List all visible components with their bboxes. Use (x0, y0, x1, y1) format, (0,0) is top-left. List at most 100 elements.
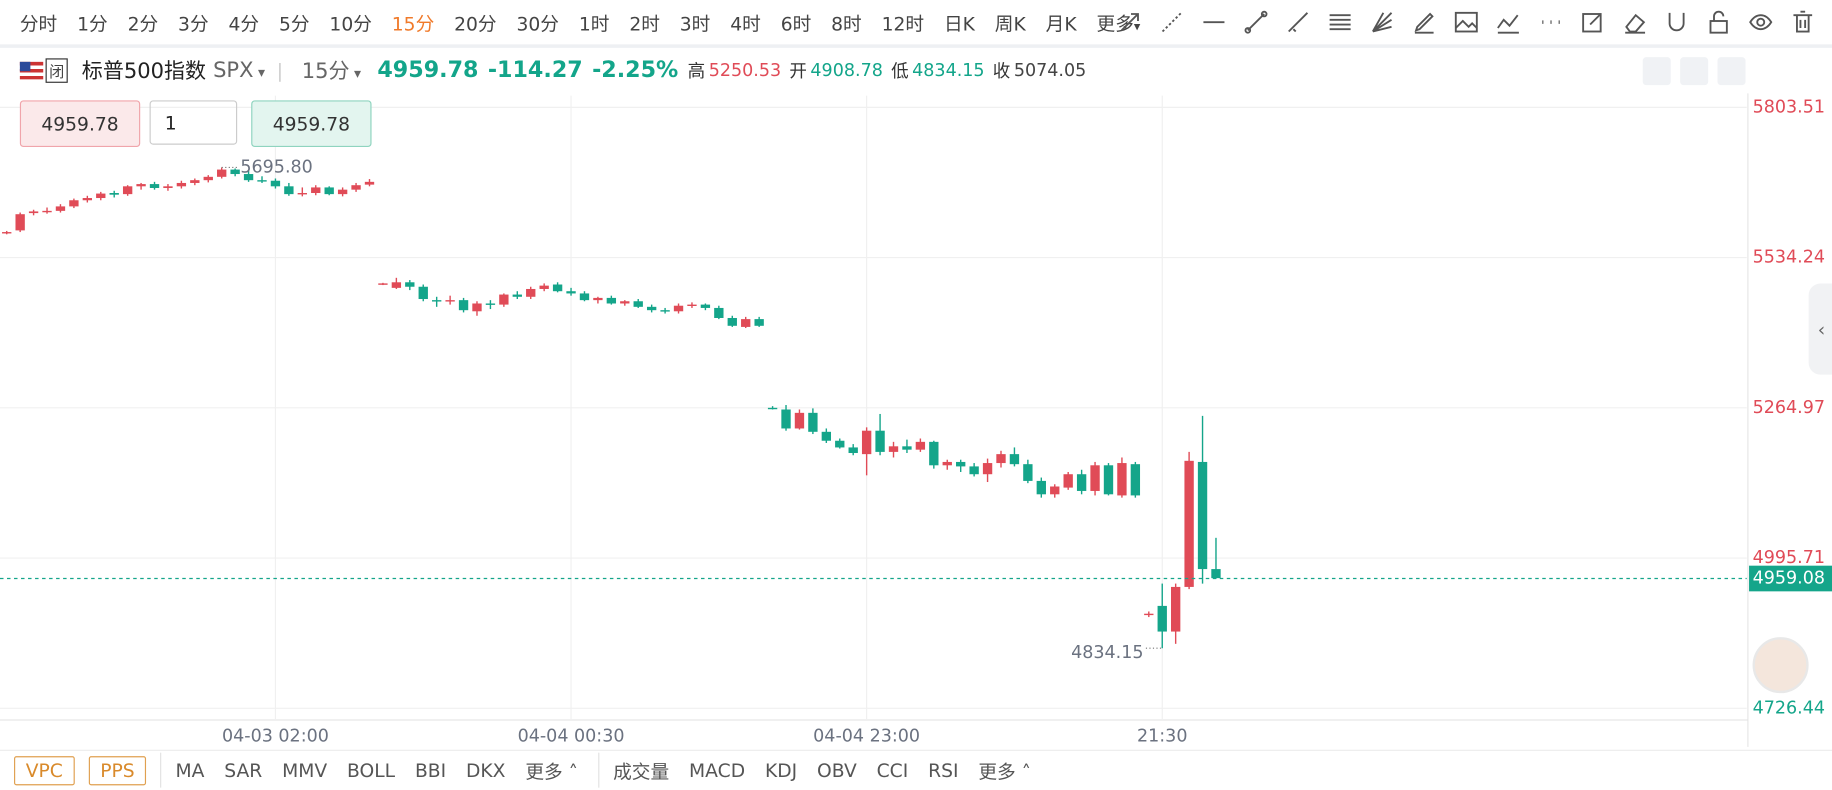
period-option[interactable]: 分时 (19, 12, 58, 36)
candle-body (230, 169, 240, 175)
delete-tool[interactable] (1790, 9, 1816, 35)
sub-indicator[interactable]: RSI (928, 759, 959, 782)
period-option[interactable]: 3分 (178, 12, 209, 36)
overlay-indicator[interactable]: BOLL (347, 759, 396, 782)
symbol-name[interactable]: 标普500指数 (81, 59, 207, 85)
price-change: -114.27 (487, 57, 583, 83)
draw-button[interactable] (1680, 57, 1709, 86)
quantity-input[interactable]: 1 (149, 100, 238, 145)
period-option[interactable]: 4时 (730, 12, 761, 36)
period-option[interactable]: 月K (1045, 12, 1077, 36)
pen-tool[interactable] (1411, 9, 1437, 35)
horizontal-line-tool[interactable] (1201, 9, 1227, 35)
candle-body (794, 412, 805, 429)
candle-body (28, 211, 39, 214)
magnet-tool[interactable] (1664, 9, 1690, 35)
candle-body (593, 297, 603, 301)
assistant-avatar[interactable] (1752, 637, 1809, 694)
sub-indicator[interactable]: 成交量 (613, 760, 670, 783)
candle-body (458, 300, 469, 311)
candle-body (620, 301, 630, 304)
sub-indicator[interactable]: 更多 (978, 756, 1031, 784)
sub-indicator[interactable]: CCI (876, 759, 909, 782)
period-select[interactable]: 15分 (302, 55, 361, 85)
candle-body (257, 180, 267, 182)
sub-indicator[interactable]: MACD (689, 759, 746, 782)
drawing-tools (1117, 9, 1816, 35)
last-price-badge (1749, 565, 1832, 592)
lock-tool[interactable] (1706, 9, 1732, 35)
candle-body (1050, 486, 1060, 495)
trend-tool[interactable] (1285, 9, 1311, 35)
y-tick-label: 5534.24 (1753, 248, 1825, 268)
buy-price[interactable]: 4959.78 (251, 100, 372, 148)
period-option[interactable]: 2时 (629, 12, 660, 36)
period-option[interactable]: 5分 (278, 12, 310, 36)
period-option[interactable]: 6时 (780, 12, 812, 36)
period-option[interactable]: 1时 (578, 12, 610, 36)
more-tools[interactable] (1538, 9, 1564, 35)
period-option[interactable]: 3时 (679, 12, 711, 36)
period-option[interactable]: 2分 (127, 12, 159, 36)
fibonacci-tool[interactable] (1327, 9, 1353, 35)
eraser-tool[interactable] (1622, 9, 1648, 35)
period-option[interactable]: 8时 (831, 12, 862, 36)
period-option[interactable]: 1分 (77, 12, 108, 36)
candle-body (364, 181, 375, 185)
period-option[interactable]: 15分 (391, 12, 435, 36)
period-option[interactable]: 4分 (228, 12, 260, 36)
sell-price[interactable]: 4959.78 (19, 100, 141, 148)
visibility-tool[interactable] (1748, 9, 1774, 35)
candle-body (445, 300, 455, 302)
sub-indicator[interactable]: OBV (816, 759, 857, 782)
candle-body (1211, 569, 1221, 579)
divider (160, 752, 162, 788)
image-tool[interactable] (1453, 9, 1479, 35)
candle-body (1009, 454, 1020, 465)
period-option[interactable]: 日K (943, 12, 975, 36)
wave-tool[interactable] (1496, 9, 1522, 35)
symbol-code[interactable]: SPX (213, 58, 265, 83)
candle-body (96, 193, 106, 199)
main-indicator[interactable]: VPC (14, 755, 75, 785)
indicator-button[interactable] (1642, 57, 1671, 86)
period-option[interactable]: 更多▾ (1096, 12, 1141, 36)
segment-tool[interactable] (1243, 9, 1269, 35)
candle-body (727, 317, 737, 326)
candle-body (15, 214, 25, 231)
ray-tool[interactable] (1117, 9, 1143, 35)
dropdown-caret: ▾ (1133, 18, 1141, 34)
period-option[interactable]: 10分 (329, 12, 372, 36)
close-button[interactable] (1792, 57, 1820, 85)
candle-body (391, 282, 402, 288)
x-tick-label: 04-04 23:00 (813, 726, 920, 746)
candle-body (42, 210, 52, 213)
candle-body (754, 319, 764, 326)
overlay-indicator[interactable]: BBI (414, 759, 447, 782)
sub-indicator[interactable]: KDJ (764, 759, 798, 782)
period-option[interactable]: 12时 (881, 12, 925, 36)
overlay-indicator[interactable]: SAR (224, 759, 263, 782)
period-option[interactable]: 周K (994, 12, 1026, 36)
candle-body (1023, 464, 1033, 481)
overlay-indicator[interactable]: DKX (465, 759, 506, 782)
extended-line-tool[interactable] (1159, 9, 1185, 35)
overlay-indicator[interactable]: 更多 (525, 756, 578, 784)
overlay-indicator[interactable]: MMV (282, 759, 328, 782)
candle-body (69, 200, 79, 207)
candle-body (1036, 480, 1046, 495)
fullscreen-button[interactable] (1755, 57, 1783, 85)
candle-body (324, 187, 334, 195)
candle-body (311, 187, 321, 194)
side-panel-toggle[interactable]: ‹ (1808, 283, 1832, 375)
candle-body (2, 232, 12, 234)
fan-tool[interactable] (1369, 9, 1395, 35)
style-button[interactable] (1717, 57, 1746, 86)
note-tool[interactable] (1580, 9, 1606, 35)
period-option[interactable]: 30分 (516, 12, 560, 36)
overlay-indicator[interactable]: MA (175, 759, 205, 782)
main-indicator[interactable]: PPS (88, 755, 147, 785)
period-option[interactable]: 20分 (454, 12, 497, 36)
candle-body (136, 184, 146, 187)
